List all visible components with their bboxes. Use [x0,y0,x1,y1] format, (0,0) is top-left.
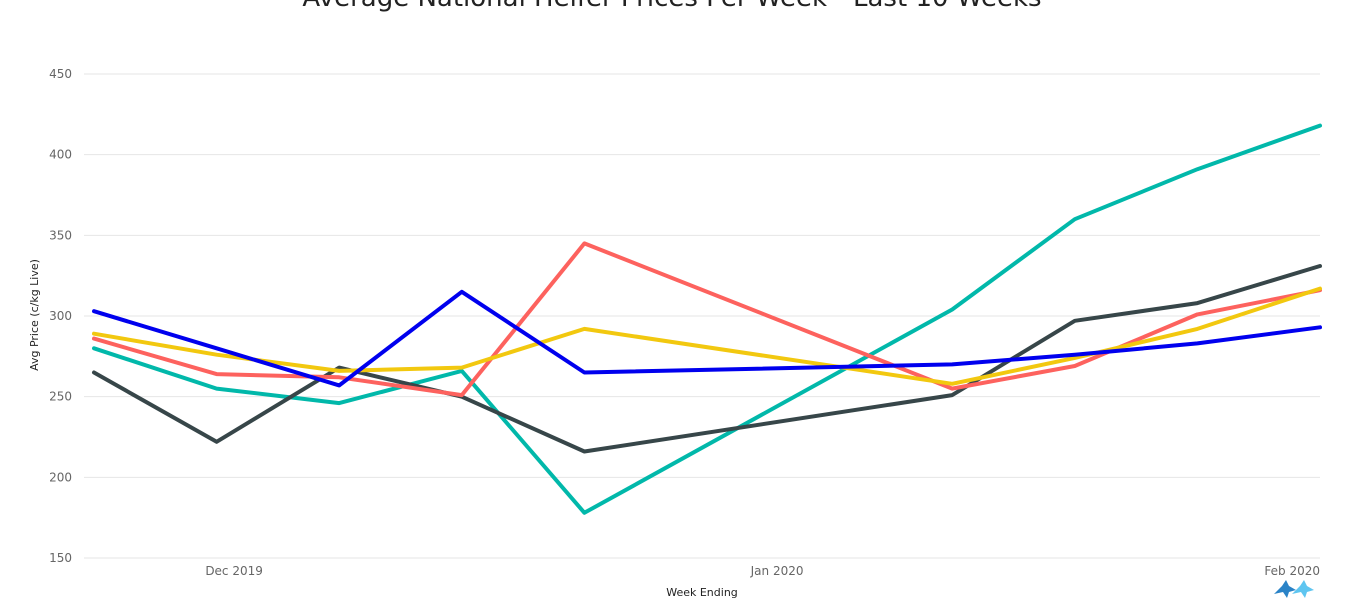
series-line-3 [92,241,1322,398]
series-line-5 [92,289,1322,388]
x-tick-label: Feb 2020 [1264,564,1320,578]
series-line-2 [92,264,1322,454]
y-axis-ticks: 150 200 250 300 350 400 450 [49,67,72,565]
x-tick-label: Jan 2020 [750,564,804,578]
y-tick-label: 200 [49,470,72,484]
grid-lines [84,73,1320,559]
logo-icon [1274,580,1314,598]
x-axis-title: Week Ending [666,586,738,599]
y-tick-label: 450 [49,67,72,81]
y-axis-title: Avg Price (c/kg Live) [28,259,41,371]
series-line-1 [92,123,1322,515]
y-tick-label: 300 [49,309,72,323]
chart-title: Average National Heifer Prices Per Week … [302,0,1041,13]
x-tick-label: Dec 2019 [205,564,263,578]
y-tick-label: 250 [49,390,72,404]
y-tick-label: 400 [49,148,72,162]
x-axis-ticks: Dec 2019 Jan 2020 Feb 2020 [205,564,1320,578]
y-tick-label: 150 [49,551,72,565]
series-lines [92,123,1322,515]
y-tick-label: 350 [49,228,72,242]
